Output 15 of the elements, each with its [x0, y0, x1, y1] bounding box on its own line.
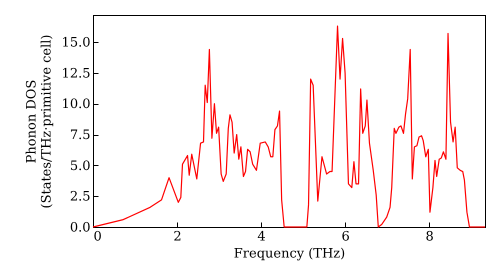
y-tick-label: 10.0 — [62, 97, 90, 112]
x-tick-label: 2 — [173, 230, 182, 244]
x-tick-label: 8 — [425, 230, 434, 244]
x-tick-label: 4 — [257, 230, 266, 244]
line-series — [92, 25, 486, 228]
x-tick-label: 0 — [94, 230, 102, 244]
y-tick-label: 15.0 — [62, 36, 90, 51]
y-tick-label: 7.5 — [70, 128, 90, 144]
y-tick-label: 0.0 — [70, 220, 90, 236]
y-tick-label: 5.0 — [70, 158, 90, 174]
x-tick-label: 6 — [341, 230, 350, 244]
y-tick-label: 12.5 — [62, 66, 90, 82]
x-axis-title: Frequency (THz) — [234, 246, 346, 262]
y-axis-title: Phonon DOS (States/THz·primitive cell) — [24, 34, 55, 209]
y-tick-label: 2.5 — [70, 190, 90, 205]
